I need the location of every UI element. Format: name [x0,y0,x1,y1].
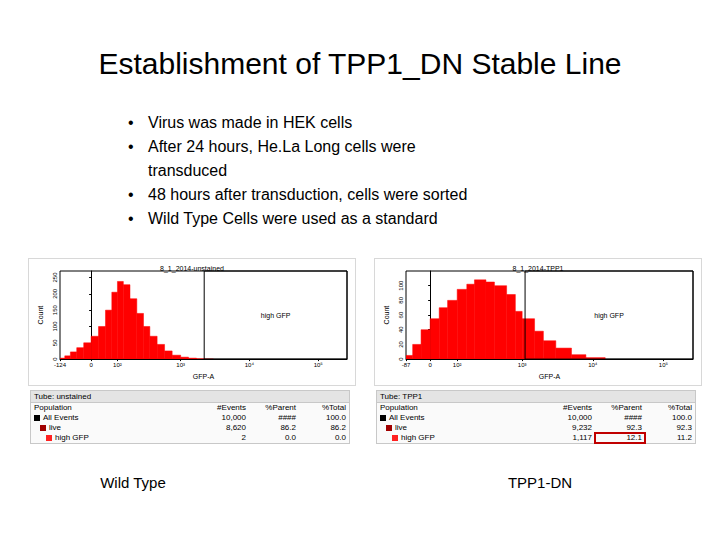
html-text:Tube: unstained: Tube: unstained [34,392,92,401]
svg-text:GFP-A: GFP-A [539,373,561,380]
svg-text:10⁴: 10⁴ [588,362,598,368]
html-text:Population: Population [380,403,418,412]
html-text:0.0: 0.0 [334,433,346,442]
svg-text:100: 100 [52,321,58,332]
svg-text:10⁵: 10⁵ [659,362,669,368]
html-text:high GFP: high GFP [55,433,89,442]
html-text:Wild Type Cells were used as a: Wild Type Cells were used as a standard [148,210,438,227]
svg-text:high GFP: high GFP [261,312,291,320]
svg-text:0: 0 [428,362,432,368]
html-text:All Events: All Events [389,413,425,422]
html-text:12.1: 12.1 [626,433,642,442]
html-text:0.0: 0.0 [284,433,296,442]
html-text:Establishment of TPP1_DN Stabl: Establishment of TPP1_DN Stable Line [98,47,622,80]
svg-text:50: 50 [52,339,58,346]
html-text:Tube: TPP1: Tube: TPP1 [380,392,423,401]
html-text:11.2: 11.2 [677,433,692,442]
svg-text:-124: -124 [54,362,67,368]
svg-text:60: 60 [398,311,404,318]
svg-text:Count: Count [37,306,44,325]
html-text:high GFP: high GFP [401,433,435,442]
svg-text:80: 80 [398,296,404,303]
html-text:transduced: transduced [148,162,228,179]
svg-text:10⁵: 10⁵ [314,362,324,368]
html-text:All Events: All Events [43,413,79,422]
svg-text:10²: 10² [113,362,122,368]
html-text:10,000: 10,000 [221,413,246,422]
svg-text:40: 40 [398,326,404,333]
html-text:Wild Type: Wild Type [100,474,166,491]
svg-text:0: 0 [89,362,93,368]
svg-text:10⁴: 10⁴ [245,362,255,368]
svg-text:200: 200 [52,288,58,299]
html-text:live: live [49,423,61,432]
html-text:92.3: 92.3 [626,423,642,432]
html-text:48 hours after transduction, c: 48 hours after transduction, cells were … [148,186,468,203]
html-text:10,000: 10,000 [567,413,592,422]
html-text:92.3: 92.3 [676,423,692,432]
svg-text:8_1_2014-unstained: 8_1_2014-unstained [160,265,224,273]
html-text:9,232: 9,232 [572,423,592,432]
html-text:Population: Population [34,403,72,412]
html-text:100.0: 100.0 [326,413,346,422]
html-text:%Total: %Total [668,403,692,412]
svg-text:150: 150 [52,304,58,315]
svg-text:250: 250 [52,272,58,283]
svg-text:10³: 10³ [176,362,185,368]
svg-text:0: 0 [398,357,404,361]
svg-text:8_1_2014-TPP1: 8_1_2014-TPP1 [513,265,564,273]
html-text:2: 2 [241,433,246,442]
svg-text:high GFP: high GFP [594,312,624,320]
svg-text:10²: 10² [453,362,462,368]
html-text:Virus was made in HEK cells: Virus was made in HEK cells [148,114,353,131]
svg-text:20: 20 [398,340,404,347]
svg-text:100: 100 [398,280,404,291]
html-text:TPP1-DN: TPP1-DN [507,474,573,491]
html-text:86.2: 86.2 [280,423,296,432]
html-text:live: live [395,423,407,432]
html-text:#Events: #Events [563,403,592,412]
html-text:After 24 hours, He.La Long cel: After 24 hours, He.La Long cells were [148,138,416,155]
html-text:%Parent: %Parent [611,403,642,412]
html-text:1,117: 1,117 [572,433,592,442]
html-text:%Total: %Total [322,403,346,412]
svg-text:10³: 10³ [518,362,527,368]
svg-text:0: 0 [52,357,58,361]
svg-text:-87: -87 [402,362,411,368]
html-text:#Events: #Events [217,403,246,412]
html-text:8,620: 8,620 [226,423,246,432]
html-text:%Parent: %Parent [265,403,296,412]
html-text:100.0: 100.0 [672,413,692,422]
svg-text:GFP-A: GFP-A [193,373,215,380]
svg-text:Count: Count [383,306,390,325]
html-text:86.2: 86.2 [330,423,346,432]
